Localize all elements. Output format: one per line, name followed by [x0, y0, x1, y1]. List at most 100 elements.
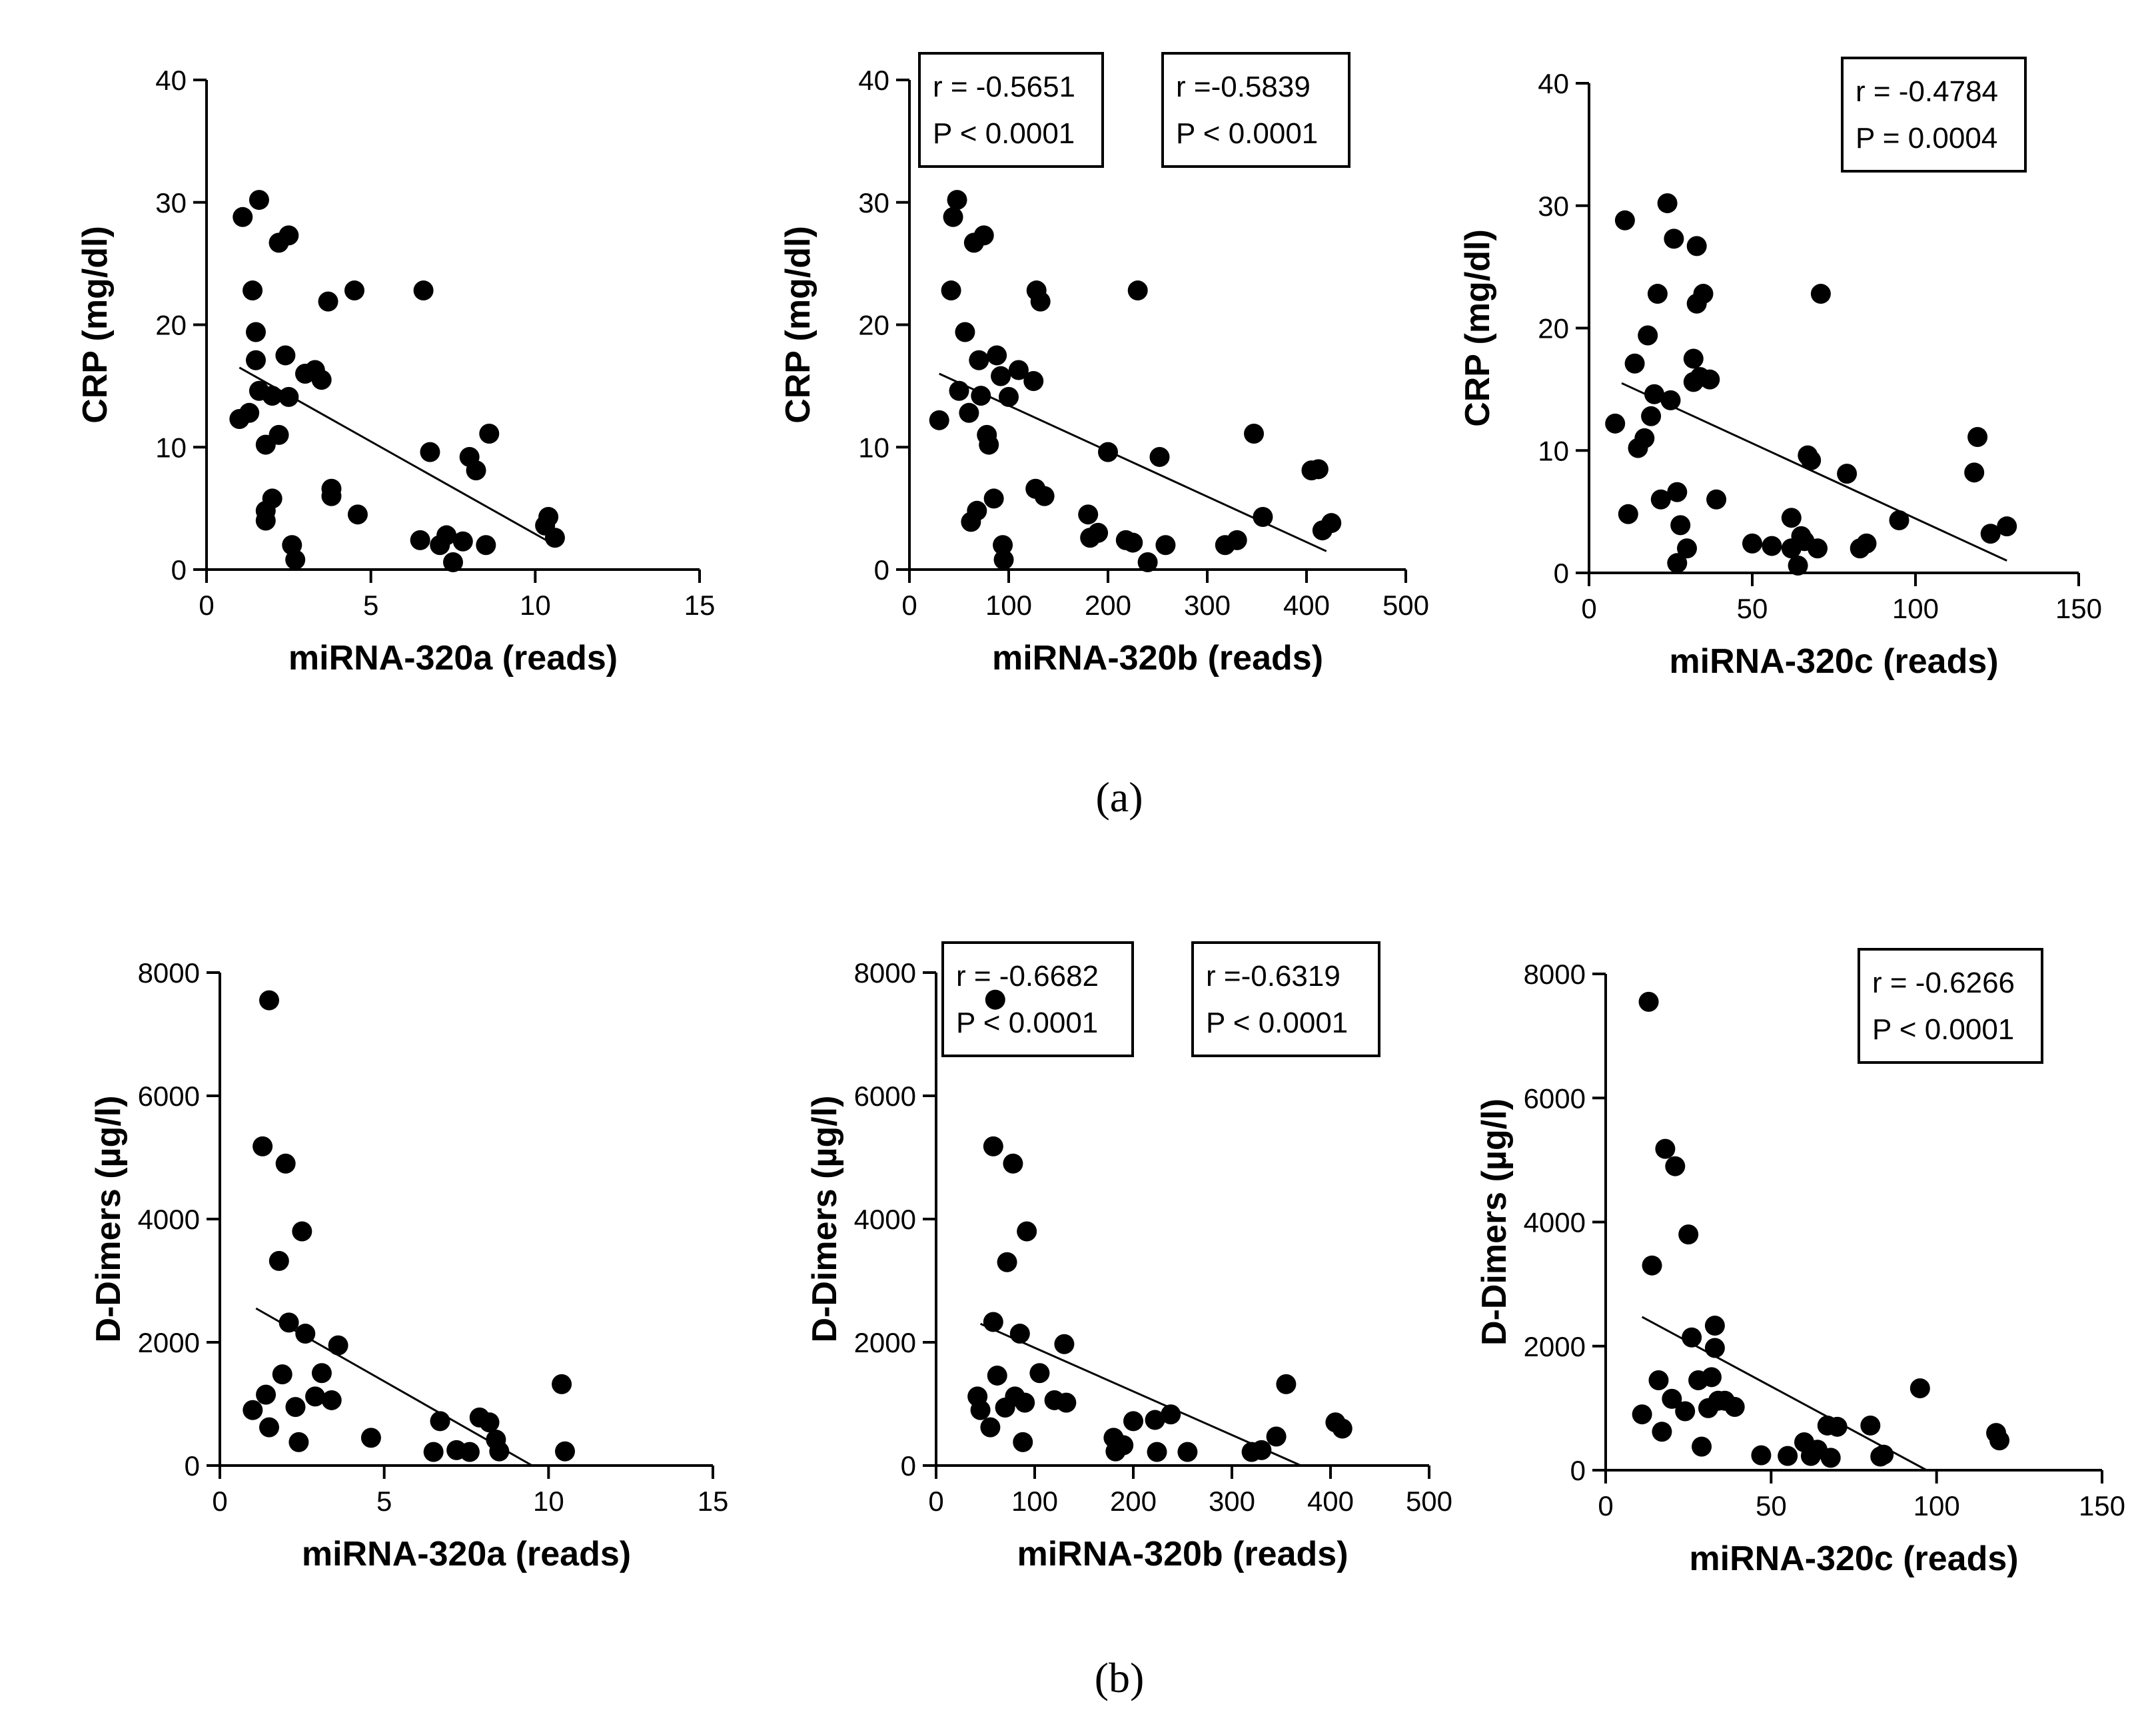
data-point — [1967, 427, 1988, 448]
data-point — [272, 1364, 292, 1385]
y-tick-label: 6000 — [138, 1080, 200, 1112]
data-point — [413, 280, 434, 301]
x-tick-label: 500 — [1406, 1486, 1452, 1517]
data-point — [278, 225, 299, 246]
data-point — [1980, 524, 2001, 544]
data-point — [1909, 1378, 1930, 1399]
y-tick-label: 20 — [155, 310, 187, 341]
y-tick-label: 10 — [858, 432, 889, 463]
data-point — [1161, 1404, 1181, 1425]
data-point — [1078, 504, 1099, 525]
data-point — [1632, 1404, 1652, 1425]
data-point — [1964, 462, 1985, 483]
data-point — [436, 525, 457, 546]
data-point — [255, 510, 276, 531]
data-point — [983, 1312, 1003, 1332]
data-point — [983, 488, 1004, 509]
data-point — [1700, 369, 1720, 390]
data-point — [410, 530, 430, 550]
data-point — [1137, 552, 1158, 572]
data-point — [295, 1324, 316, 1344]
data-point — [947, 190, 967, 211]
stats-box: r = -0.6682 P < 0.0001 — [941, 941, 1134, 1057]
data-point — [1030, 291, 1051, 312]
data-point — [1015, 1392, 1035, 1413]
p-value: P < 0.0001 — [956, 1007, 1098, 1039]
data-point — [1856, 533, 1877, 554]
data-point — [1638, 991, 1659, 1012]
data-point — [1647, 284, 1668, 304]
y-tick-label: 10 — [1538, 435, 1569, 466]
data-point — [1624, 353, 1645, 374]
data-point — [552, 1374, 572, 1394]
y-tick-label: 0 — [901, 1450, 916, 1482]
data-point — [959, 402, 979, 423]
x-tick-label: 100 — [985, 590, 1032, 621]
data-point — [1251, 1440, 1272, 1460]
data-point — [969, 350, 989, 370]
data-point — [285, 1397, 306, 1418]
data-point — [1762, 536, 1782, 556]
data-point — [1801, 450, 1822, 470]
data-point — [1704, 1338, 1725, 1358]
data-point — [243, 280, 263, 301]
data-point — [347, 504, 368, 525]
y-tick-label: 0 — [874, 554, 889, 586]
x-axis-label: miRNA-320a (reads) — [288, 639, 618, 677]
data-point — [997, 1252, 1017, 1272]
data-point — [321, 478, 342, 499]
y-tick-label: 40 — [1538, 68, 1569, 99]
stats-box-border — [1841, 57, 2027, 173]
data-point — [262, 386, 282, 406]
data-point — [1641, 406, 1662, 426]
data-point — [1667, 553, 1688, 574]
stats-box: r = -0.6266 P < 0.0001 — [1858, 948, 2043, 1064]
data-point — [311, 370, 332, 390]
data-point — [246, 322, 266, 342]
data-point — [1660, 390, 1681, 410]
x-tick-label: 50 — [1756, 1490, 1787, 1521]
data-point — [256, 1384, 276, 1405]
x-tick-label: 300 — [1184, 590, 1231, 621]
scatter-plot-6: 0 50 100 150 0 2000 4000 6000 8000 miRNA-320c (re… — [1475, 948, 2125, 1578]
p-value: P < 0.0001 — [1872, 1013, 2014, 1046]
x-tick-label: 50 — [1737, 593, 1768, 624]
data-point — [1652, 1422, 1672, 1442]
x-tick-label: 0 — [199, 590, 214, 621]
data-point — [1308, 459, 1329, 480]
data-point — [1253, 506, 1273, 527]
y-axis-label: D-Dimers (µg/l) — [89, 1096, 128, 1343]
data-point — [1778, 1446, 1798, 1466]
data-point — [1686, 236, 1707, 256]
data-point — [1664, 228, 1684, 249]
data-point — [430, 1411, 450, 1432]
y-tick-label: 40 — [858, 65, 889, 96]
x-tick-label: 300 — [1209, 1486, 1255, 1517]
data-point — [452, 531, 473, 552]
data-point — [1127, 280, 1148, 301]
data-point — [1321, 513, 1342, 534]
data-point — [987, 1365, 1007, 1386]
data-point — [318, 291, 338, 312]
data-point — [1820, 1448, 1841, 1468]
data-point — [1023, 371, 1044, 392]
data-point — [1874, 1444, 1894, 1465]
x-axis-label: miRNA-320c (reads) — [1669, 642, 1998, 681]
data-point — [278, 386, 299, 407]
data-point — [1677, 538, 1697, 559]
data-point — [253, 1136, 273, 1156]
data-point — [262, 488, 282, 509]
data-point — [1706, 489, 1727, 510]
data-point — [1123, 532, 1143, 553]
data-point — [1665, 1156, 1686, 1176]
data-point — [1605, 413, 1626, 434]
y-tick-label: 30 — [1538, 191, 1569, 222]
y-tick-label: 6000 — [1524, 1082, 1586, 1114]
data-point — [941, 280, 961, 301]
y-tick-label: 0 — [171, 554, 187, 586]
data-point — [1683, 348, 1704, 369]
data-point — [239, 402, 260, 423]
data-point — [292, 1221, 312, 1242]
data-point — [980, 1417, 1001, 1438]
